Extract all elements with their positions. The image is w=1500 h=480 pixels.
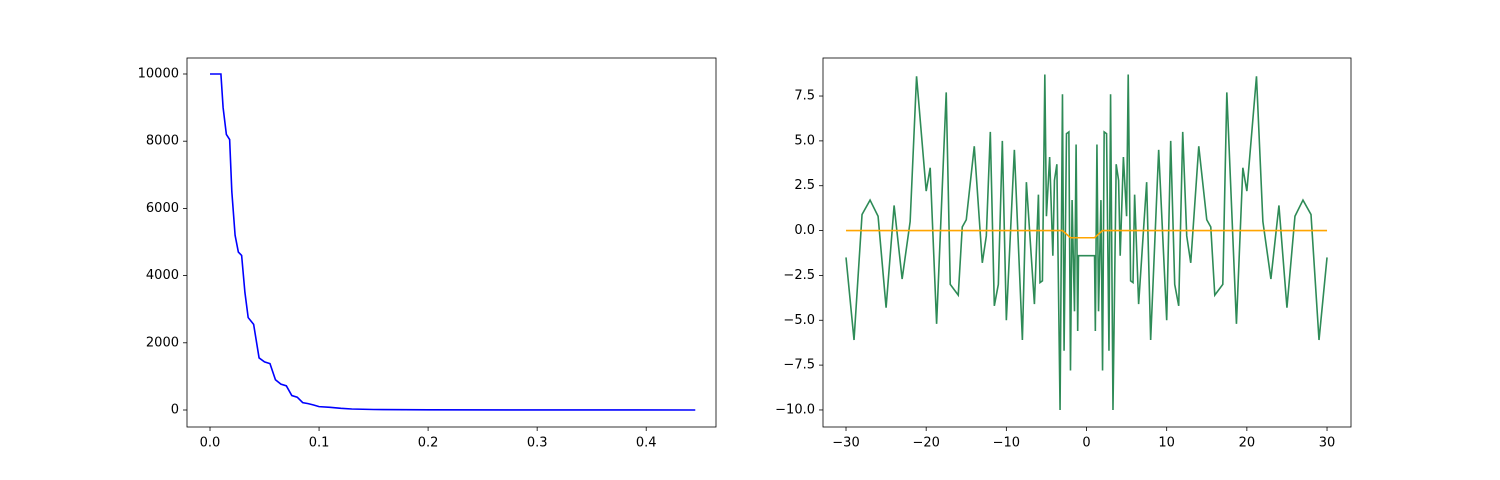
x-tick-label: 10 [1158,436,1175,451]
x-tick-label: 0.2 [418,436,439,451]
y-tick-label: −10.0 [775,402,815,417]
y-tick-label: 0 [171,402,179,417]
x-tick-label: 0.4 [636,436,657,451]
x-tick-label: −30 [832,436,859,451]
y-tick-label: 5.0 [794,133,815,148]
x-tick-label: 30 [1319,436,1336,451]
x-tick-label: −20 [912,436,939,451]
x-tick-label: −10 [993,436,1020,451]
y-tick-label: 0.0 [794,223,815,238]
y-tick-label: 4000 [146,268,179,283]
y-tick-label: −5.0 [783,313,815,328]
data-line [846,229,1328,239]
y-tick-label: 2.5 [794,178,815,193]
x-tick-label: 0.1 [309,436,330,451]
y-tick-label: 7.5 [794,89,815,104]
y-tick-label: 10000 [138,66,179,81]
axes-frame [822,57,1352,428]
data-line [210,73,696,411]
y-tick-label: 2000 [146,335,179,350]
x-tick-label: 0.0 [200,436,221,451]
y-tick-label: −7.5 [783,358,815,373]
y-tick-label: 6000 [146,201,179,216]
data-line [845,74,1328,410]
axes-frame [186,57,717,428]
y-tick-label: 8000 [146,134,179,149]
x-tick-label: 0.3 [527,436,548,451]
x-tick-label: 20 [1239,436,1256,451]
y-tick-label: −2.5 [783,268,815,283]
x-tick-label: 0 [1082,436,1090,451]
